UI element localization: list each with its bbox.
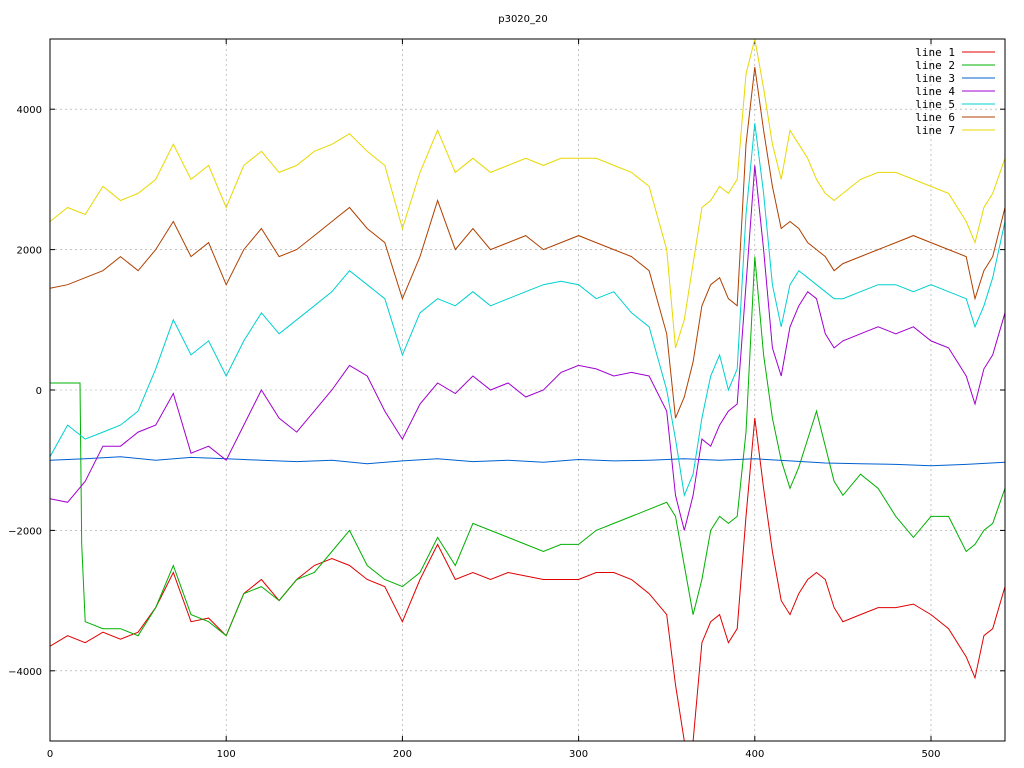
- axis-layer: 0 100 200 300 400 500 −4000 −2000 0 2000 4000: [8, 39, 1005, 760]
- x-tick-label: 200: [393, 749, 412, 760]
- x-tick-label: 500: [921, 749, 940, 760]
- legend-label: line 5: [915, 98, 955, 111]
- legend-label: line 4: [915, 85, 955, 98]
- legend-label: line 2: [915, 59, 955, 72]
- x-tick-label: 300: [569, 749, 588, 760]
- y-tick-label: 0: [36, 386, 42, 397]
- series-line-6: [50, 67, 1005, 419]
- x-tick-label: 0: [47, 749, 53, 760]
- x-tick-label: 400: [745, 749, 764, 760]
- series-line-4: [50, 165, 1005, 531]
- grid-layer: [50, 39, 1005, 741]
- series-line-5: [50, 123, 1005, 498]
- legend-label: line 6: [915, 111, 955, 124]
- series-layer: [50, 39, 1005, 741]
- plot-frame: [49, 38, 1006, 742]
- legend-label: line 7: [915, 124, 955, 137]
- series-line-3: [50, 456, 1005, 467]
- legend-label: line 3: [915, 72, 955, 85]
- y-tick-label: 4000: [17, 105, 42, 116]
- y-tick-label: 2000: [17, 246, 42, 257]
- y-tick-label: −4000: [8, 667, 42, 678]
- series-line-2: [50, 256, 1005, 637]
- chart-title: p3020_20: [498, 14, 548, 25]
- legend-label: line 1: [915, 46, 955, 59]
- x-tick-label: 100: [217, 749, 236, 760]
- y-tick-label: −2000: [8, 526, 42, 537]
- series-line-7: [50, 39, 1005, 349]
